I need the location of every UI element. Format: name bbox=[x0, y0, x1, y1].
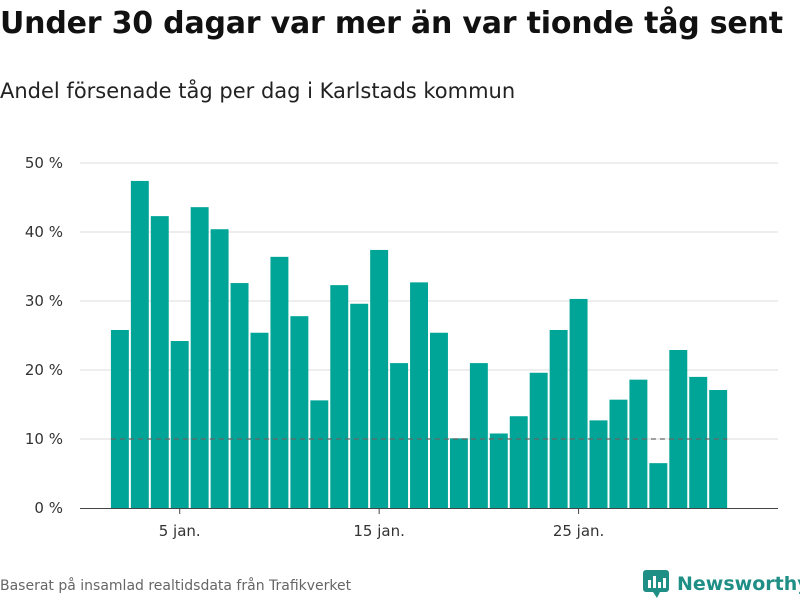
x-tick-label: 25 jan. bbox=[553, 522, 605, 540]
y-tick-label: 10 % bbox=[25, 430, 63, 448]
bar bbox=[310, 400, 329, 508]
bar bbox=[210, 229, 229, 509]
bar bbox=[469, 363, 488, 508]
bar bbox=[649, 463, 668, 508]
bar bbox=[170, 341, 189, 508]
bar bbox=[230, 283, 249, 508]
bar bbox=[489, 433, 508, 508]
bar bbox=[110, 329, 129, 508]
bar bbox=[449, 438, 468, 508]
bar bbox=[529, 372, 548, 508]
bar-chart: 0 % 10 % 20 % 30 % 40 % 50 % 5 jan. 15 jan. 25 … bbox=[25, 154, 778, 540]
y-tick-label: 0 % bbox=[34, 499, 63, 517]
bar bbox=[130, 180, 149, 508]
bar bbox=[689, 376, 708, 508]
chart-subtitle: Andel försenade tåg per dag i Karlstads … bbox=[0, 79, 516, 103]
x-tick-label: 15 jan. bbox=[353, 522, 405, 540]
bar bbox=[669, 349, 688, 508]
y-tick-label: 50 % bbox=[25, 154, 63, 172]
y-tick-label: 30 % bbox=[25, 292, 63, 310]
bar-chart-icon bbox=[643, 570, 669, 598]
x-tick-label: 5 jan. bbox=[159, 522, 201, 540]
bar bbox=[709, 390, 728, 508]
bar bbox=[190, 207, 209, 508]
bar bbox=[250, 332, 269, 508]
bar bbox=[270, 256, 289, 508]
bars bbox=[110, 180, 728, 509]
newsworthy-logo: Newsworthy bbox=[643, 570, 800, 598]
bar bbox=[330, 285, 349, 508]
bar bbox=[629, 379, 648, 508]
bar bbox=[390, 363, 409, 508]
bar bbox=[509, 416, 528, 508]
brand-name: Newsworthy bbox=[677, 573, 800, 595]
chart-title: Under 30 dagar var mer än var tionde tåg… bbox=[0, 6, 783, 41]
y-tick-label: 20 % bbox=[25, 361, 63, 379]
bar bbox=[569, 298, 588, 508]
bar bbox=[589, 420, 608, 508]
bar bbox=[370, 249, 389, 508]
bar bbox=[150, 216, 169, 508]
bar bbox=[350, 303, 369, 508]
y-axis-labels: 0 % 10 % 20 % 30 % 40 % 50 % bbox=[25, 154, 63, 517]
x-axis-labels: 5 jan. 15 jan. 25 jan. bbox=[159, 508, 605, 540]
bar bbox=[410, 282, 429, 508]
bar bbox=[429, 332, 448, 508]
bar bbox=[290, 316, 309, 508]
y-tick-label: 40 % bbox=[25, 223, 63, 241]
bar bbox=[609, 399, 628, 508]
bar bbox=[549, 329, 568, 508]
source-note: Baserat på insamlad realtidsdata från Tr… bbox=[0, 578, 352, 594]
